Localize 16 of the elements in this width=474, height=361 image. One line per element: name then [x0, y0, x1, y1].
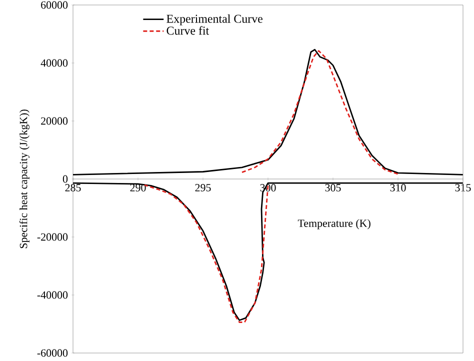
x-tick-label: 285: [65, 184, 81, 192]
y-tick-label: 0: [62, 175, 68, 183]
legend-label: Experimental Curve: [166, 14, 262, 26]
y-tick-label: 40000: [40, 59, 68, 67]
y-axis-title: Specific heat capacity (J/(kgK)): [19, 110, 30, 248]
x-axis-title: Temperature (K): [298, 219, 370, 230]
y-tick-label: -60000: [37, 349, 68, 357]
x-tick-label: 295: [195, 184, 211, 192]
y-tick-label: 20000: [41, 117, 68, 125]
x-tick-label: 315: [455, 184, 471, 192]
x-tick-label: 305: [325, 184, 341, 192]
y-tick-label: 60000: [41, 1, 68, 9]
x-tick-label: 310: [390, 184, 406, 192]
y-tick-label: -20000: [37, 233, 68, 241]
y-tick-label: -40000: [37, 291, 68, 299]
legend-label: Curve fit: [166, 26, 210, 35]
